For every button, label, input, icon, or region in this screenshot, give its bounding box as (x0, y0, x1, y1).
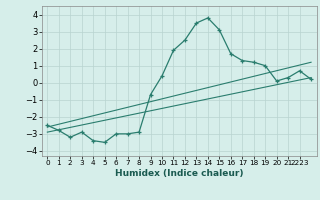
X-axis label: Humidex (Indice chaleur): Humidex (Indice chaleur) (115, 169, 244, 178)
